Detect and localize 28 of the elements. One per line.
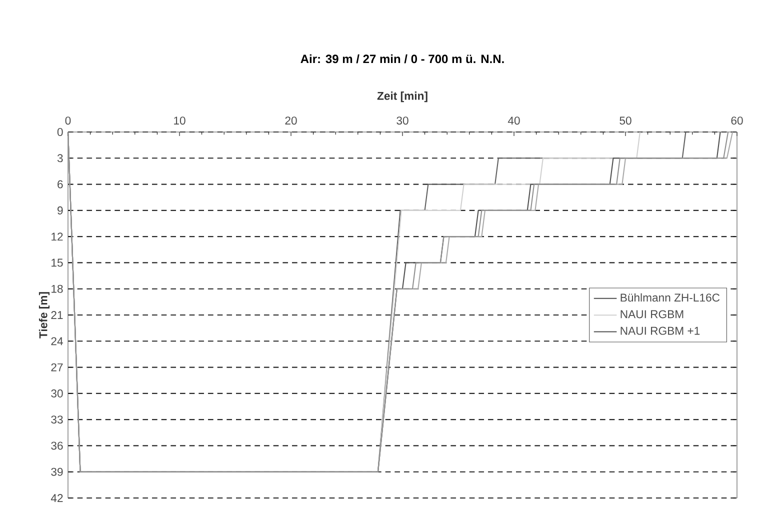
y-tick-label: 30 [51,389,63,398]
y-tick-label: 21 [51,311,63,319]
x-tick-label: 60 [731,116,743,125]
y-tick-label: 39 [51,468,63,476]
x-tick-label: 20 [285,116,297,125]
x-tick-label: 40 [508,116,520,125]
y-tick-label: 9 [58,206,63,214]
x-tick-label: 30 [396,116,408,125]
legend-label: NAUI RGBM +1 [620,326,700,335]
y-axis-title: Tiefe [m] [38,292,50,338]
x-tick-label: 50 [620,116,632,125]
x-tick-label: 0 [65,116,71,125]
x-tick-label: 10 [174,116,186,125]
y-tick-label: 0 [57,128,63,136]
x-axis-title: Zeit [min] [377,92,428,102]
y-tick-label: 3 [57,154,63,162]
y-tick-label: 33 [51,416,63,424]
legend-label: NAUI RGBM [620,310,684,318]
y-tick-label: 15 [52,258,63,267]
y-tick-label: 6 [58,180,63,188]
y-tick-label: 27 [51,363,63,372]
chart-title: Air: 39 m / 27 min / 0 - 700 m ü. N.N. [300,54,504,64]
legend-label: Bühlmann ZH-L16C [620,293,720,302]
y-tick-label: 12 [52,232,63,241]
y-tick-label: 36 [51,442,63,450]
y-tick-label: 24 [51,337,63,346]
y-tick-label: 42 [50,494,63,502]
y-tick-label: 18 [52,284,63,293]
